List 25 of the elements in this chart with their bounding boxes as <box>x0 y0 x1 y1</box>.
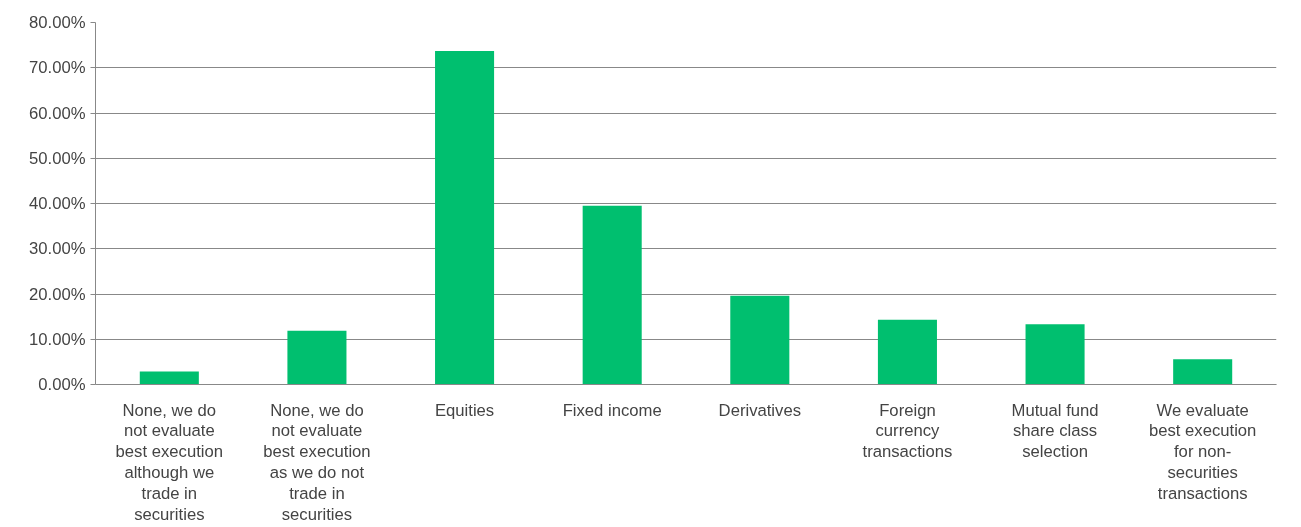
bar <box>435 51 495 385</box>
x-tick-label: Fixed income <box>562 400 662 420</box>
y-tick-label: 60.00% <box>29 103 86 123</box>
bar <box>1025 324 1085 385</box>
x-tick-label: Equities <box>434 400 495 420</box>
x-tick-label: Derivatives <box>718 400 802 420</box>
x-tick-label: None, we do not evaluate best execution as we do not trade in securities <box>263 400 371 524</box>
bar <box>1173 359 1233 385</box>
y-tick-label: 20.00% <box>29 284 86 304</box>
y-tick-label: 50.00% <box>29 148 86 168</box>
y-tick-label: 0.00% <box>38 375 86 394</box>
y-tick-label: 80.00% <box>29 13 86 32</box>
bar <box>730 295 790 385</box>
x-tick-label: We evaluate best execution for non-securities transactions <box>1148 400 1257 504</box>
x-tick-label: Foreign currency transactions <box>862 400 953 462</box>
y-tick-label: 10.00% <box>29 329 86 349</box>
x-tick-label: Mutual fund share class selection <box>1011 400 1099 462</box>
x-tick-label: None, we do not evaluate best execution although we trade in securities <box>115 400 224 524</box>
y-tick-label: 30.00% <box>29 239 86 259</box>
bar <box>877 319 937 385</box>
bar <box>287 330 347 385</box>
bar <box>582 205 642 385</box>
bar <box>139 371 199 385</box>
y-tick-label: 70.00% <box>29 58 86 78</box>
y-tick-label: 40.00% <box>29 194 86 213</box>
